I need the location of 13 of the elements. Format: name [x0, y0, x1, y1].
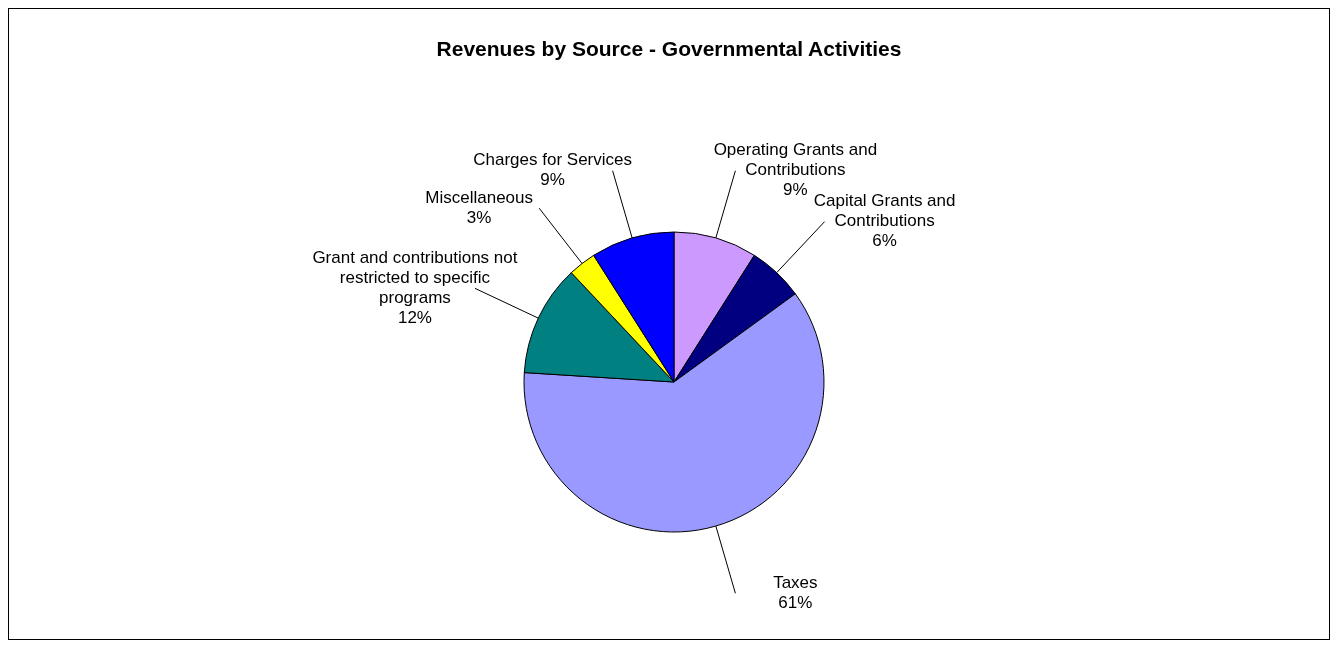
data-label: 12%: [397, 307, 432, 327]
data-label: 9%: [540, 170, 565, 190]
slice-label: Taxes: [773, 572, 818, 592]
data-label: 9%: [783, 180, 808, 200]
data-label: 3%: [466, 207, 492, 227]
data-label: 61%: [778, 592, 813, 612]
slice-label: Grant and contributions not restricted to specific programs: [312, 247, 518, 307]
slice-label: Capital Grants and Contributions: [813, 191, 956, 231]
slice-label: Operating Grants and Contributions: [713, 140, 878, 180]
slice-label: Miscellaneous: [425, 187, 534, 207]
slice-label: Charges for Services: [473, 150, 632, 170]
chart-title: Revenues by Source - Governmental Activities: [435, 36, 903, 62]
data-label: 6%: [872, 231, 897, 251]
